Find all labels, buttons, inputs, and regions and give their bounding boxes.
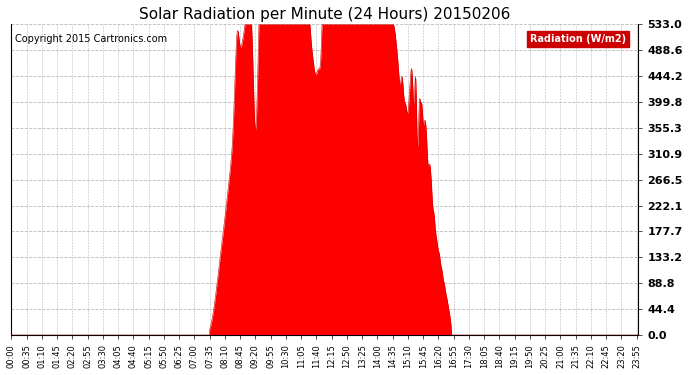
Text: Copyright 2015 Cartronics.com: Copyright 2015 Cartronics.com bbox=[14, 34, 167, 44]
Title: Solar Radiation per Minute (24 Hours) 20150206: Solar Radiation per Minute (24 Hours) 20… bbox=[139, 7, 511, 22]
Text: Radiation (W/m2): Radiation (W/m2) bbox=[530, 34, 626, 44]
